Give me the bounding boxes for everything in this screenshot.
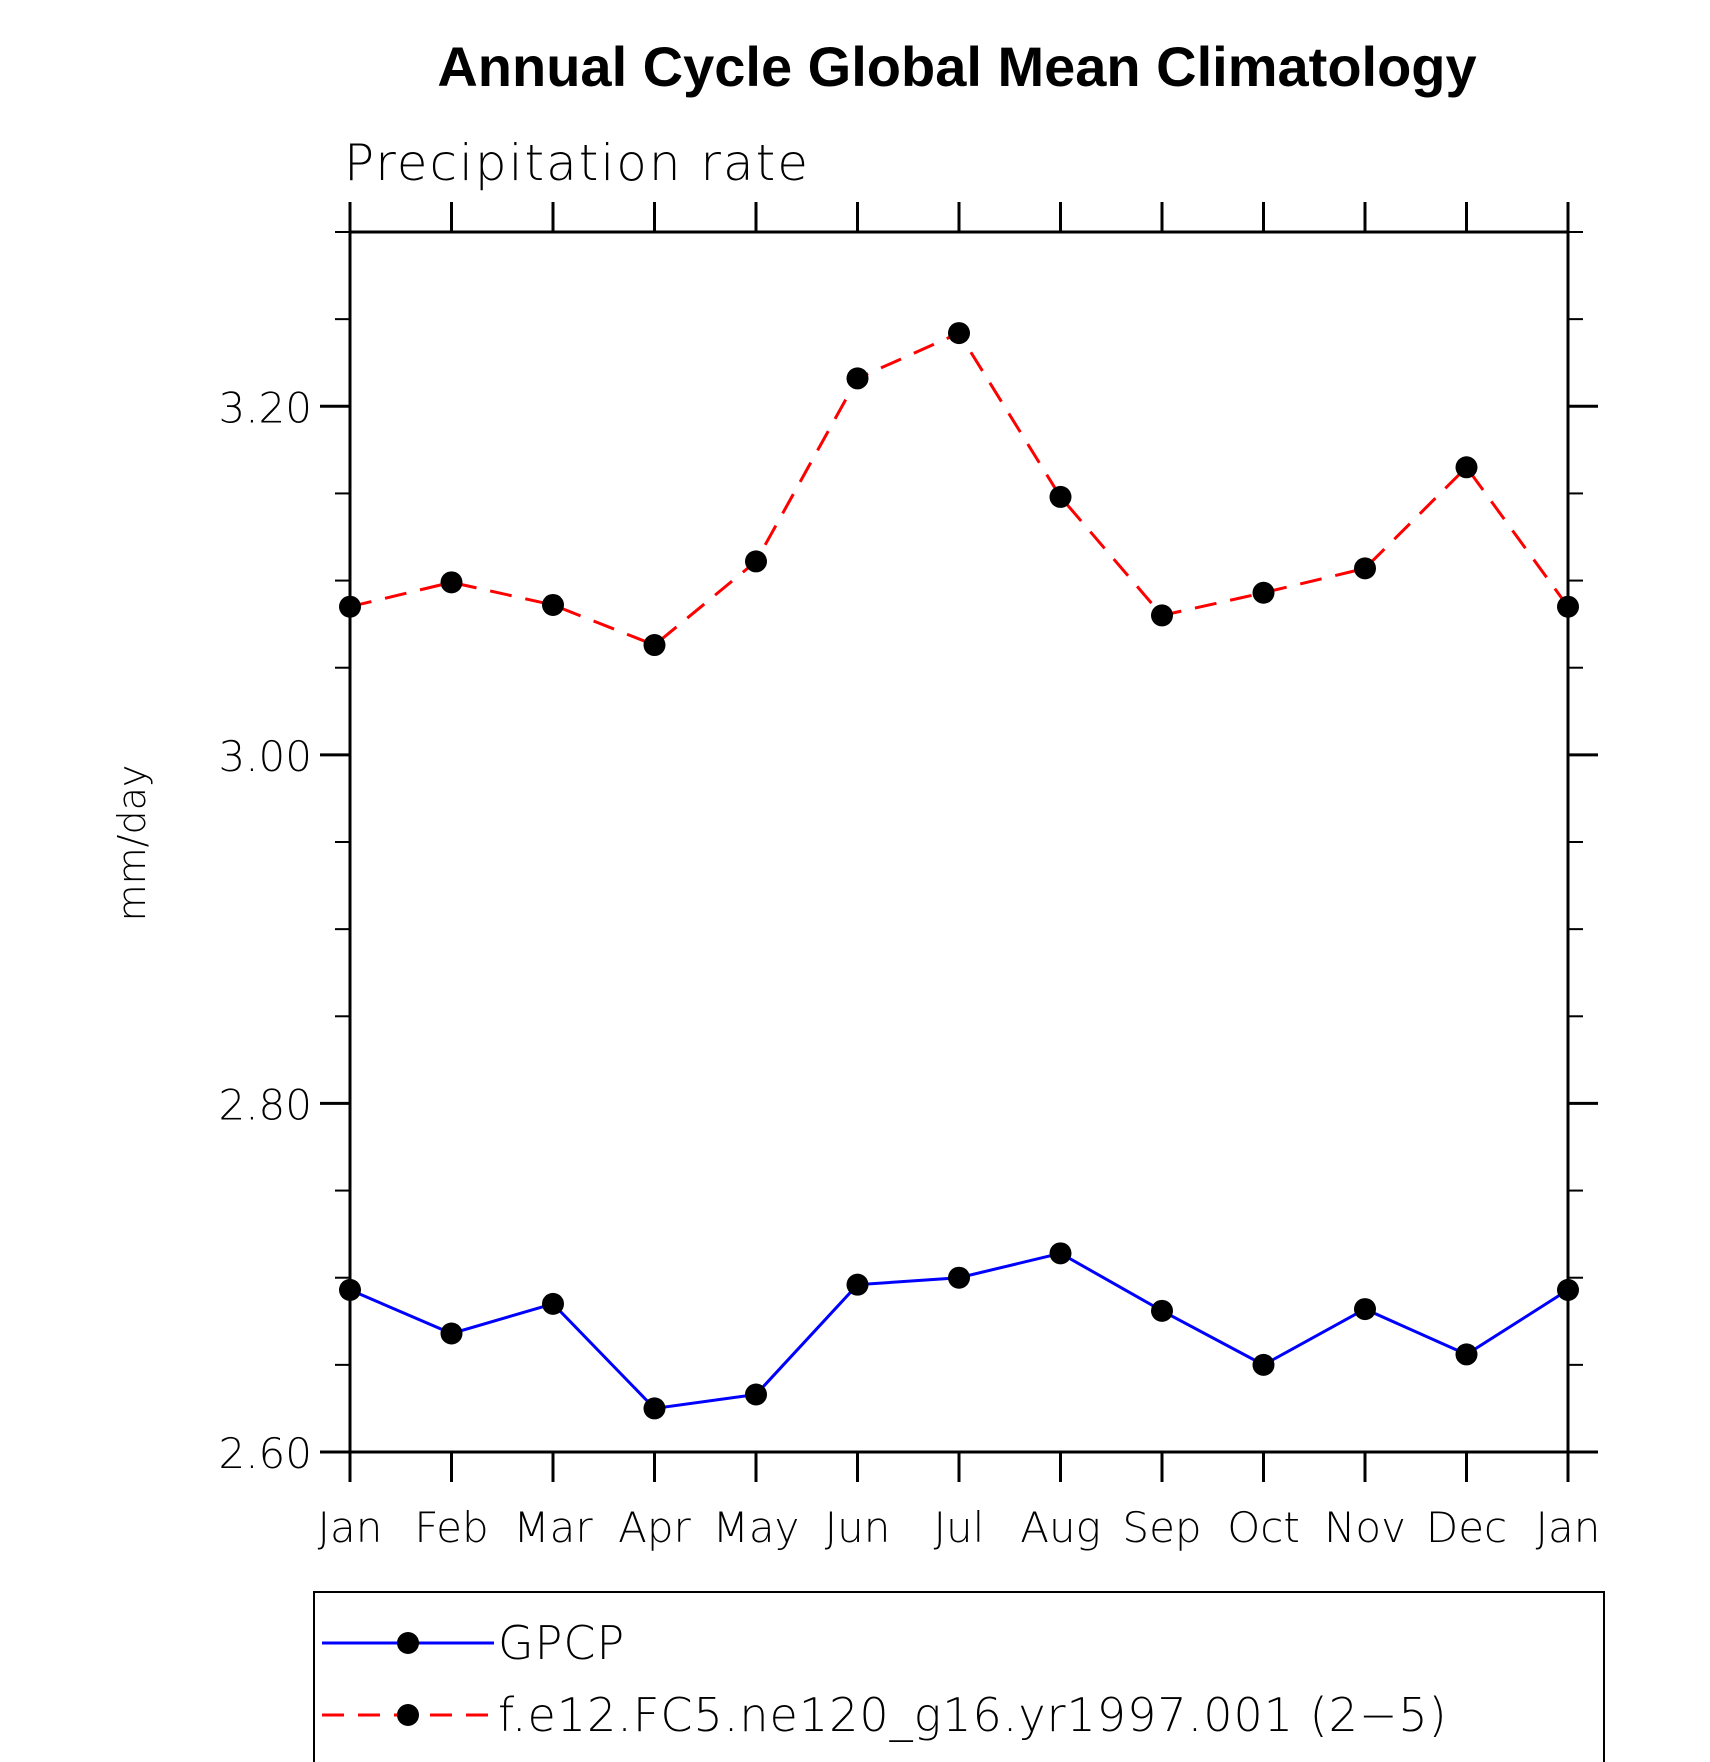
- data-point: [1151, 1299, 1173, 1322]
- x-tick-label: Aug: [1020, 1503, 1101, 1552]
- data-point: [1151, 604, 1173, 627]
- x-axis: Jan Feb Mar Apr May Jun Jul Aug Sep Oct Nov Dec Jan: [318, 202, 1601, 1552]
- data-point: [440, 1322, 463, 1345]
- data-point: [1049, 485, 1072, 508]
- x-tick-label: Jun: [825, 1503, 891, 1552]
- data-point: [339, 595, 361, 618]
- y-axis: 2.60 2.80 3.00 3.20: [218, 231, 1598, 1478]
- data-point: [745, 550, 767, 573]
- chart-title: Annual Cycle Global Mean Climatology: [437, 35, 1476, 98]
- x-tick-label: Mar: [513, 1503, 593, 1552]
- x-tick-label: Dec: [1426, 1503, 1507, 1552]
- data-point: [846, 367, 869, 390]
- chart-subtitle: Precipitation rate: [344, 134, 810, 192]
- data-point: [643, 1397, 666, 1420]
- data-point: [643, 634, 666, 657]
- data-point: [440, 571, 463, 594]
- x-tick-label: May: [713, 1503, 800, 1552]
- series-layer: [339, 322, 1579, 1420]
- x-tick-label: Oct: [1227, 1503, 1300, 1552]
- y-tick-label: 3.20: [218, 383, 312, 432]
- y-axis-label: mm/day: [110, 765, 154, 922]
- legend: GPCP f.e12.FC5.ne120_g16.yr1997.001 (2−5): [313, 1591, 1605, 1762]
- data-point: [1557, 595, 1579, 618]
- data-point: [948, 322, 970, 345]
- data-point: [1354, 1298, 1376, 1321]
- data-point: [1455, 1343, 1478, 1366]
- data-point: [948, 1266, 970, 1289]
- x-tick-label: Jul: [934, 1503, 985, 1552]
- legend-label: f.e12.FC5.ne120_g16.yr1997.001 (2−5): [498, 1688, 1448, 1742]
- data-point: [1354, 557, 1376, 580]
- x-tick-label: Apr: [618, 1503, 691, 1552]
- y-tick-label: 2.80: [218, 1080, 312, 1129]
- x-tick-label: Jan: [1536, 1503, 1601, 1552]
- series-line: [349, 331, 1570, 647]
- data-point: [1455, 456, 1478, 479]
- data-point: [846, 1273, 869, 1296]
- data-point: [1252, 581, 1275, 604]
- data-point: [542, 593, 564, 616]
- x-tick-label: Feb: [414, 1503, 488, 1552]
- data-point: [542, 1292, 564, 1315]
- data-point: [745, 1383, 767, 1406]
- data-point: [1049, 1242, 1072, 1265]
- x-tick-label: Jan: [318, 1503, 383, 1552]
- x-tick-label: Nov: [1324, 1503, 1406, 1552]
- data-point: [1252, 1353, 1275, 1376]
- data-point: [339, 1278, 361, 1301]
- legend-label: GPCP: [498, 1616, 625, 1670]
- x-tick-label: Sep: [1122, 1503, 1201, 1552]
- data-point: [1557, 1278, 1579, 1301]
- y-tick-label: 2.60: [218, 1429, 312, 1478]
- y-tick-label: 3.00: [218, 732, 312, 781]
- legend-marker: [397, 1704, 419, 1726]
- legend-box: [313, 1591, 1605, 1762]
- legend-marker: [397, 1632, 419, 1654]
